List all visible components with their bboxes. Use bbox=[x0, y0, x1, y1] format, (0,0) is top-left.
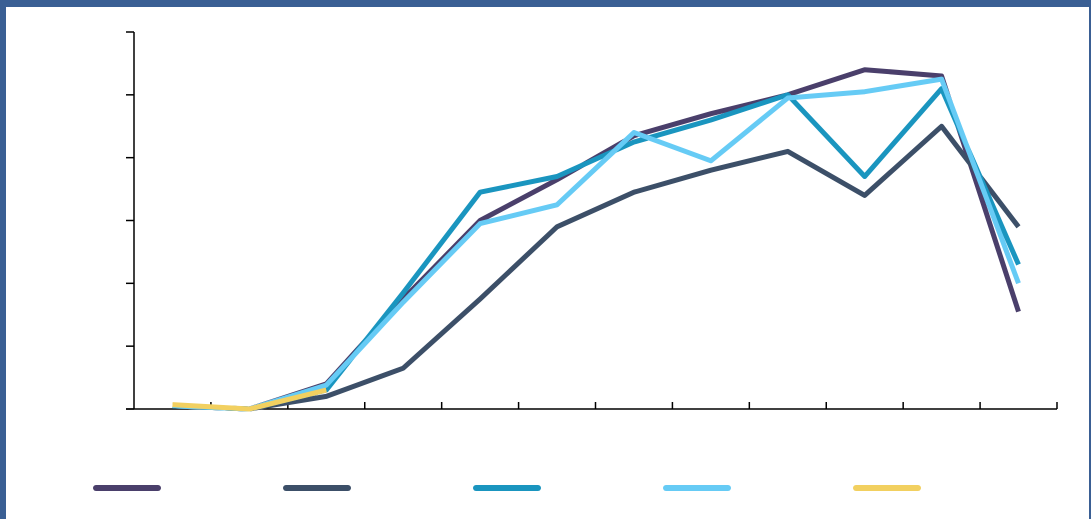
series-line-2 bbox=[172, 123, 1021, 412]
series-line-5 bbox=[172, 387, 327, 412]
window-right-border bbox=[1089, 7, 1091, 519]
series-line-3 bbox=[172, 86, 1021, 412]
window-left-border bbox=[0, 7, 6, 519]
series-line-1 bbox=[172, 67, 1021, 412]
series-line-4 bbox=[172, 76, 1021, 412]
window-top-border bbox=[0, 0, 1091, 7]
